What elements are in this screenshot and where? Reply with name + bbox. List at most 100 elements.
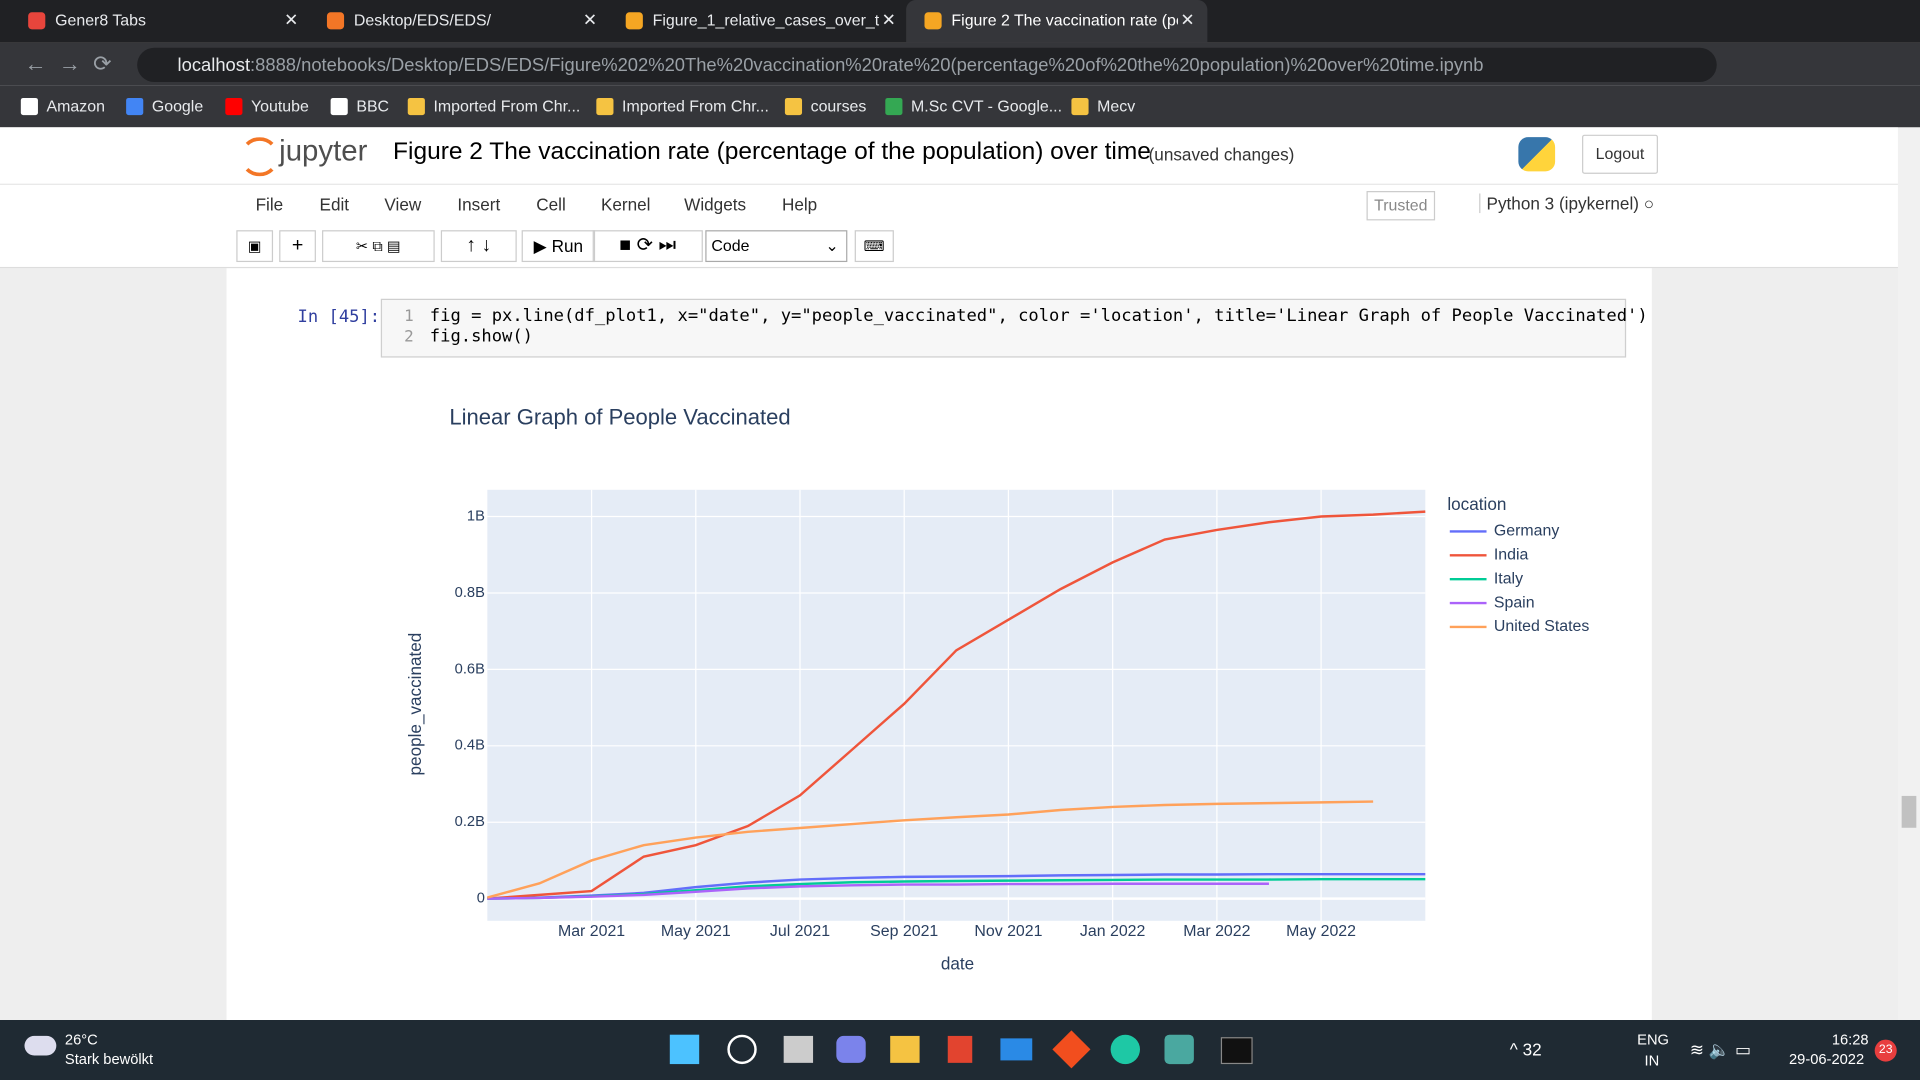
app-icon[interactable] <box>1000 1038 1033 1061</box>
search-icon[interactable] <box>727 1034 757 1065</box>
app-icon[interactable] <box>1110 1034 1141 1065</box>
tray-count: 32 <box>1522 1039 1542 1060</box>
address-bar[interactable] <box>137 47 1717 83</box>
notification-badge[interactable]: 23 <box>1874 1039 1897 1062</box>
bookmark-icon <box>225 97 243 116</box>
x-tick-label: Jan 2022 <box>1080 923 1146 940</box>
tab-close[interactable]: ✕ <box>1180 9 1195 30</box>
x-tick-label: Mar 2021 <box>558 923 625 940</box>
app-icon[interactable] <box>1164 1034 1194 1065</box>
menu-item[interactable]: View <box>384 194 422 215</box>
tray[interactable]: ^ 32 <box>1509 1039 1542 1060</box>
clock-time[interactable]: 16:28 <box>1831 1031 1869 1049</box>
bookmark[interactable]: Mecv <box>1097 96 1136 116</box>
y-tick-label: 0.2B <box>455 814 485 830</box>
tab-icon <box>625 12 643 30</box>
bookmark[interactable]: Imported From Chr... <box>622 96 769 116</box>
clock-date[interactable]: 29-06-2022 <box>1788 1050 1865 1068</box>
app-icon[interactable] <box>836 1035 866 1063</box>
legend-label: Spain <box>1494 594 1535 611</box>
bookmarks-bar <box>0 85 1920 128</box>
scroll-thumb[interactable] <box>1901 795 1917 828</box>
cell-type-label: Code <box>711 236 750 255</box>
bookmark-icon <box>885 97 903 116</box>
url-path: :8888/notebooks/Desktop/EDS/EDS/Figure%2… <box>250 55 1484 76</box>
menu-item[interactable]: Edit <box>319 194 350 215</box>
legend-label: Italy <box>1494 570 1523 587</box>
bookmark[interactable]: Imported From Chr... <box>433 96 581 116</box>
kernel-btns[interactable]: ■ ⟳ ⏭ <box>592 230 703 263</box>
app-icon[interactable] <box>1220 1037 1253 1065</box>
y-tick-label: 0 <box>477 891 485 907</box>
app-icon[interactable] <box>783 1035 814 1063</box>
bookmark[interactable]: BBC <box>356 96 390 116</box>
y-tick-label: 0.4B <box>455 738 485 754</box>
notebook-title[interactable]: Figure 2 The vaccination rate (percentag… <box>393 138 1151 166</box>
y-axis-label: people_vaccinated <box>405 633 425 776</box>
bookmark[interactable]: Youtube <box>251 96 309 116</box>
save-btn[interactable]: ▣ <box>236 230 274 263</box>
tab-icon <box>28 12 46 30</box>
y-tick-label: 1B <box>467 508 485 524</box>
divider <box>0 183 1898 185</box>
line-number: 2 <box>404 328 414 347</box>
legend-title: location <box>1447 494 1506 514</box>
bookmark-icon <box>407 97 425 116</box>
active-tab[interactable] <box>906 0 1208 43</box>
region[interactable]: IN <box>1644 1051 1660 1069</box>
cell-prompt: In [45]: <box>297 307 381 327</box>
tab-title[interactable]: Figure 2 The vaccination rate (pe <box>951 11 1178 30</box>
bookmark[interactable]: Amazon <box>46 96 105 116</box>
plot-area <box>487 489 1426 921</box>
legend-label: India <box>1494 547 1529 564</box>
menu-item[interactable]: Help <box>781 194 818 215</box>
cell-type[interactable]: Code ⌄ <box>705 230 848 263</box>
start-button[interactable] <box>669 1034 700 1065</box>
code-line[interactable]: fig = px.line(df_plot1, x="date", y="peo… <box>429 306 1648 326</box>
menu-item[interactable]: Widgets <box>684 194 747 215</box>
logout-button[interactable]: Logout <box>1582 134 1658 174</box>
nav-icons[interactable]: ← → ⟳ <box>24 51 112 76</box>
bookmark[interactable]: M.Sc CVT - Google... <box>911 96 1062 116</box>
kernel: Python 3 (ipykernel) ○ <box>1479 193 1654 214</box>
add-btn[interactable]: + <box>279 230 316 263</box>
keyboard-btn[interactable]: ⌨ <box>854 230 894 263</box>
jupyter-header <box>0 127 1898 269</box>
tab-title[interactable]: Figure_1_relative_cases_over_tim <box>652 11 880 30</box>
bookmark[interactable]: courses <box>810 96 867 116</box>
legend-label: United States <box>1494 618 1590 635</box>
data-line <box>487 510 1426 900</box>
x-axis-label: date <box>941 953 974 973</box>
x-tick-label: May 2022 <box>1286 923 1356 940</box>
menu-item[interactable]: Cell <box>536 194 566 215</box>
tab-title[interactable]: Desktop/EDS/EDS/ <box>353 11 492 30</box>
run-btn[interactable]: ▶ Run <box>521 230 596 263</box>
app-icon[interactable] <box>947 1035 973 1063</box>
bookmark-icon <box>330 97 348 116</box>
trusted[interactable]: Trusted <box>1366 191 1436 221</box>
code-cell[interactable] <box>380 298 1627 358</box>
tab-close[interactable]: ✕ <box>582 9 598 30</box>
x-tick-label: Nov 2021 <box>974 923 1042 940</box>
tab-title[interactable]: Gener8 Tabs <box>55 11 146 30</box>
tab-close[interactable]: ✕ <box>284 9 299 30</box>
weather: Stark bewölkt <box>64 1050 154 1068</box>
app-icon[interactable] <box>890 1035 920 1063</box>
tab-close[interactable]: ✕ <box>881 9 897 30</box>
edit-btns[interactable]: ✂ ⧉ ▤ <box>322 230 435 263</box>
bookmark[interactable]: Google <box>151 96 204 116</box>
python-logo <box>1518 137 1556 172</box>
menu-item[interactable]: File <box>255 194 284 215</box>
move-btns[interactable]: ↑ ↓ <box>440 230 517 263</box>
tray-icons[interactable]: ≋ 🔈 ▭ <box>1689 1039 1752 1060</box>
y-tick-label: 0.6B <box>455 661 485 677</box>
tab-icon <box>326 12 345 30</box>
code-line[interactable]: fig.show() <box>429 326 534 347</box>
menu-item[interactable]: Kernel <box>600 194 651 215</box>
jupyter-logo[interactable]: jupyter <box>279 134 368 168</box>
scrollbar[interactable] <box>1897 127 1920 1021</box>
language[interactable]: ENG <box>1637 1031 1669 1049</box>
menu-item[interactable]: Insert <box>457 194 501 215</box>
